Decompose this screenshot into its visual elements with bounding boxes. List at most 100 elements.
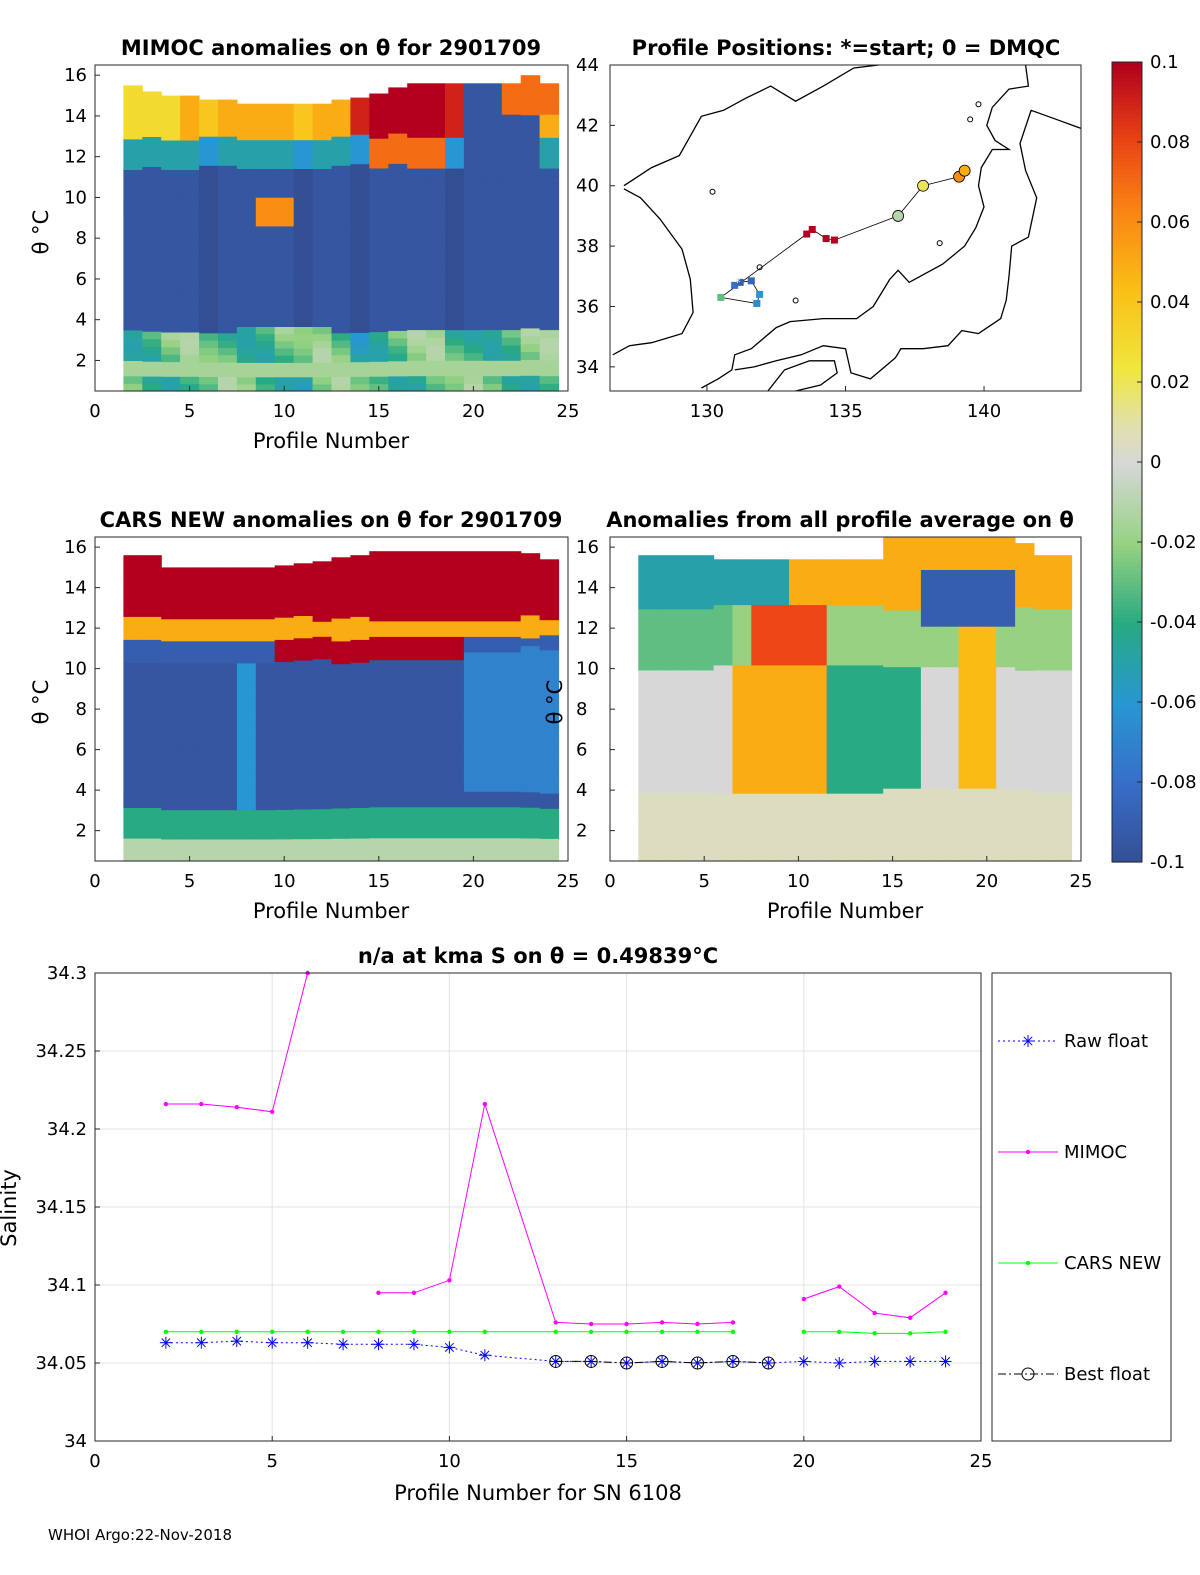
heat-cell — [463, 360, 484, 369]
heat-cell — [369, 690, 389, 699]
asterisk-marker — [444, 1342, 454, 1352]
heat-cell — [407, 221, 427, 231]
heat-cell — [826, 717, 847, 726]
heat-cell — [826, 627, 847, 636]
heat-cell — [638, 708, 658, 717]
heat-cell — [977, 569, 997, 579]
colorbar-cell — [1112, 654, 1142, 659]
heat-cell — [482, 713, 503, 723]
heat-cell — [977, 836, 997, 846]
heat-cell — [236, 118, 257, 126]
heat-cell — [657, 639, 677, 648]
colorbar-cell — [1112, 446, 1142, 451]
heat-cell — [501, 83, 522, 92]
island — [709, 188, 716, 195]
heat-cell — [751, 725, 771, 734]
heat-cell — [1052, 616, 1073, 625]
heat-cell — [751, 853, 771, 862]
heat-cell — [426, 267, 446, 277]
heat-cell — [293, 816, 314, 825]
heat-cell — [218, 376, 238, 385]
heat-cell — [199, 648, 219, 656]
heat-cell — [350, 769, 370, 778]
heat-cell — [331, 845, 351, 854]
heat-cell — [1052, 792, 1073, 801]
heat-cell — [426, 83, 446, 92]
heat-cell — [199, 677, 219, 686]
heat-cell — [657, 822, 677, 831]
heat-cell — [274, 304, 295, 313]
heat-cell — [694, 562, 715, 572]
heat-cell — [142, 99, 162, 108]
heat-cell — [675, 555, 696, 564]
heat-cell — [675, 807, 696, 816]
dot-marker — [588, 1321, 594, 1327]
heat-cell — [482, 121, 503, 131]
heat-cell — [426, 198, 446, 207]
heat-cell — [501, 244, 522, 254]
heat-cell — [920, 585, 941, 595]
heat-cell — [142, 669, 162, 679]
heat-cell — [331, 361, 351, 370]
heat-cell — [312, 561, 333, 570]
heat-cell — [388, 178, 408, 187]
heat-cell — [1015, 543, 1035, 552]
heat-cell — [713, 612, 733, 621]
heat-cell — [161, 611, 181, 620]
heat-cell — [369, 837, 389, 847]
heat-cell — [445, 83, 465, 92]
heat-cell — [864, 559, 884, 568]
heat-cell — [255, 276, 276, 284]
heat-cell — [369, 272, 389, 280]
heat-cell — [218, 758, 238, 767]
heat-cell — [807, 785, 828, 794]
heat-cell — [482, 283, 503, 292]
salinity-ylabel: Salinity — [0, 1169, 21, 1247]
heat-cell — [694, 776, 715, 786]
heat-cell — [751, 627, 771, 636]
heat-cell — [1033, 555, 1054, 564]
heat-cell — [293, 585, 314, 594]
heat-cell — [939, 642, 960, 651]
heat-cell — [161, 324, 181, 333]
heat-cell — [920, 836, 941, 846]
heat-cell — [883, 723, 903, 732]
heat-cell — [1033, 853, 1054, 862]
heat-cell — [463, 267, 484, 277]
heat-cell — [539, 687, 560, 696]
mimoc-heatmap — [123, 75, 560, 392]
heat-cell — [388, 659, 408, 668]
heat-cell — [142, 799, 162, 808]
heat-cell — [388, 713, 408, 723]
heat-cell — [732, 740, 752, 749]
heat-cell — [789, 680, 809, 689]
heat-cell — [274, 189, 295, 198]
heat-cell — [807, 793, 828, 802]
salinity-grid — [94, 972, 982, 1442]
heat-cell — [218, 728, 238, 737]
y-tick-label: 34.15 — [35, 1197, 87, 1218]
heat-cell — [350, 616, 370, 625]
heat-cell — [713, 717, 733, 726]
heat-cell — [255, 333, 276, 342]
heat-cell — [807, 672, 828, 681]
heat-cell — [331, 376, 351, 385]
heat-cell — [218, 648, 238, 656]
heat-cell — [520, 359, 541, 368]
dot-marker — [340, 1329, 346, 1335]
dot-marker — [730, 1320, 736, 1325]
heat-cell — [463, 298, 484, 307]
heat-cell — [883, 707, 903, 716]
heat-cell — [180, 206, 200, 215]
heat-cell — [539, 183, 560, 192]
heat-cell — [161, 809, 181, 818]
heat-cell — [236, 582, 257, 590]
heat-cell — [180, 147, 200, 156]
salinity-series — [159, 970, 952, 1370]
heat-cell — [713, 559, 733, 568]
heat-cell — [255, 596, 276, 605]
asterisk-marker — [161, 1338, 171, 1348]
heat-cell — [199, 831, 219, 840]
heat-cell — [883, 601, 903, 611]
heat-cell — [180, 265, 200, 274]
